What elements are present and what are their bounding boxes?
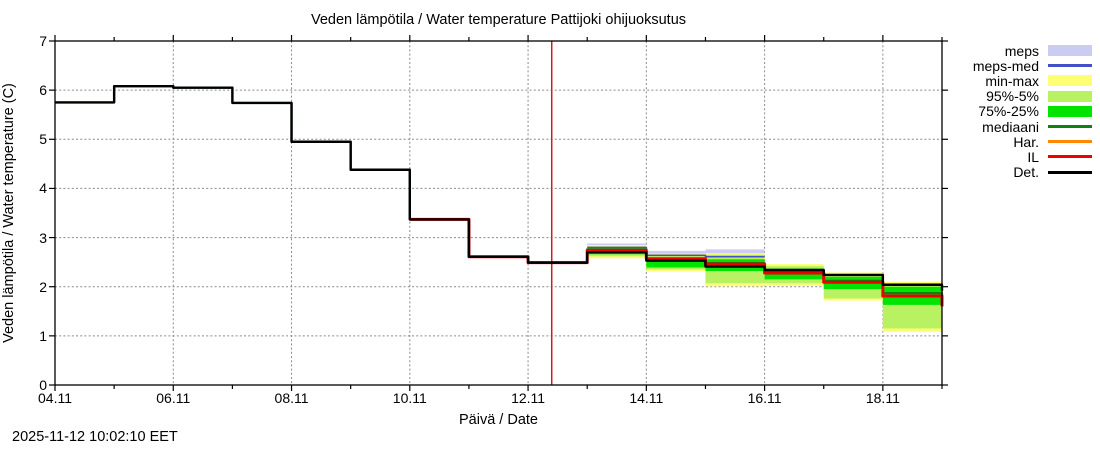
legend: meps meps-med min-max 95%-5% 75%-25% mediaani… (973, 43, 1092, 180)
y-tick-3: 3 (39, 229, 47, 246)
legend-label: meps (1004, 42, 1039, 59)
y-axis-label: Veden lämpötila / Water temperature (C) (1, 83, 17, 343)
legend-swatch-line (1048, 140, 1092, 144)
legend-item-min-max: min-max (973, 72, 1092, 89)
series-meps-med (587, 246, 765, 258)
x-tick-18.11: 18.11 (865, 390, 900, 406)
chart-title: Veden lämpötila / Water temperature Patt… (310, 12, 687, 28)
x-tick-10.11: 10.11 (392, 390, 427, 406)
y-tick-2: 2 (39, 278, 47, 295)
legend-swatch-line (1048, 170, 1092, 174)
legend-label: Har. (1013, 133, 1039, 150)
x-tick-14.11: 14.11 (629, 390, 664, 406)
legend-swatch-band (1048, 105, 1092, 117)
y-tick-6: 6 (39, 82, 47, 99)
legend-item-Har.: Har. (973, 133, 1092, 150)
legend-item-meps: meps (973, 42, 1092, 59)
legend-label: 75%-25% (978, 103, 1039, 120)
legend-item-75%-25%: 75%-25% (973, 103, 1092, 120)
band-75%-25% (587, 248, 942, 305)
legend-item-mediaani: mediaani (973, 118, 1092, 135)
render-timestamp: 2025-11-12 10:02:10 EET (12, 429, 178, 445)
legend-swatch-line (1048, 125, 1092, 129)
legend-swatch-band (1048, 75, 1092, 87)
y-tick-4: 4 (39, 180, 47, 197)
legend-item-95%-5%: 95%-5% (973, 88, 1092, 105)
legend-item-meps-med: meps-med (972, 57, 1092, 74)
y-tick-0: 0 (39, 377, 47, 393)
x-tick-04.11: 04.11 (38, 390, 72, 406)
legend-label: mediaani (982, 118, 1039, 135)
legend-item-IL: IL (973, 148, 1092, 165)
legend-label: meps-med (972, 57, 1039, 74)
legend-label: IL (1027, 148, 1039, 165)
x-tick-16.11: 16.11 (747, 390, 782, 406)
legend-item-Det.: Det. (973, 164, 1092, 181)
legend-swatch-line (1048, 64, 1092, 68)
legend-label: Det. (1013, 164, 1039, 181)
x-tick-12.11: 12.11 (511, 390, 546, 406)
legend-swatch-band (1048, 45, 1092, 57)
legend-swatch-band (1048, 90, 1092, 102)
y-tick-1: 1 (39, 327, 47, 344)
legend-swatch-line (1048, 155, 1092, 159)
y-tick-5: 5 (39, 131, 47, 148)
x-axis-label: Päivä / Date (459, 412, 538, 428)
legend-label: min-max (985, 72, 1039, 89)
y-tick-7: 7 (39, 33, 47, 49)
x-tick-08.11: 08.11 (274, 390, 309, 406)
series-Det. (55, 85, 944, 291)
x-tick-06.11: 06.11 (156, 390, 191, 406)
legend-label: 95%-5% (986, 88, 1039, 105)
